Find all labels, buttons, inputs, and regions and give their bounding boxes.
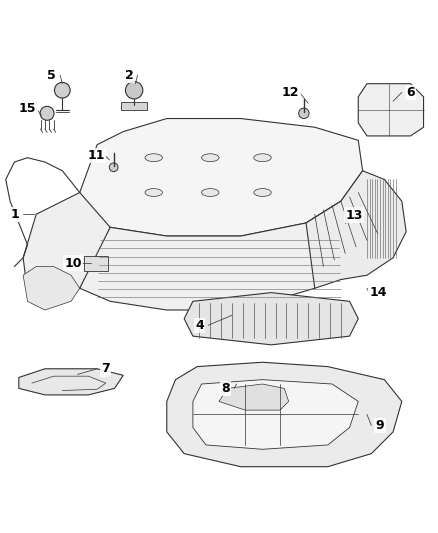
Polygon shape [306, 171, 406, 288]
Ellipse shape [201, 154, 219, 161]
Bar [121, 102, 147, 110]
Polygon shape [219, 384, 289, 410]
Text: 4: 4 [195, 319, 204, 332]
Text: 9: 9 [376, 419, 384, 432]
Ellipse shape [201, 189, 219, 197]
Text: 6: 6 [406, 86, 415, 99]
Text: 10: 10 [64, 256, 82, 270]
Polygon shape [358, 84, 424, 136]
Text: 13: 13 [345, 208, 363, 222]
Text: 11: 11 [88, 149, 105, 162]
Ellipse shape [145, 154, 162, 161]
Text: 8: 8 [221, 382, 230, 395]
Text: 2: 2 [124, 69, 133, 82]
Circle shape [54, 83, 70, 98]
Polygon shape [80, 201, 358, 310]
Polygon shape [23, 266, 80, 310]
Circle shape [299, 108, 309, 118]
Text: 7: 7 [102, 362, 110, 375]
Polygon shape [167, 362, 402, 467]
Polygon shape [19, 369, 123, 395]
Polygon shape [193, 379, 358, 449]
Ellipse shape [145, 189, 162, 197]
Bar [84, 256, 108, 271]
Text: 12: 12 [282, 86, 300, 99]
Polygon shape [23, 192, 110, 301]
Text: 5: 5 [47, 69, 56, 82]
Ellipse shape [254, 189, 271, 197]
Circle shape [40, 107, 54, 120]
Text: 14: 14 [369, 286, 387, 299]
Polygon shape [80, 118, 363, 236]
Text: 1: 1 [10, 208, 19, 221]
Circle shape [125, 82, 143, 99]
Text: 15: 15 [19, 102, 36, 116]
Ellipse shape [254, 154, 271, 161]
Circle shape [110, 163, 118, 172]
Polygon shape [184, 293, 358, 345]
